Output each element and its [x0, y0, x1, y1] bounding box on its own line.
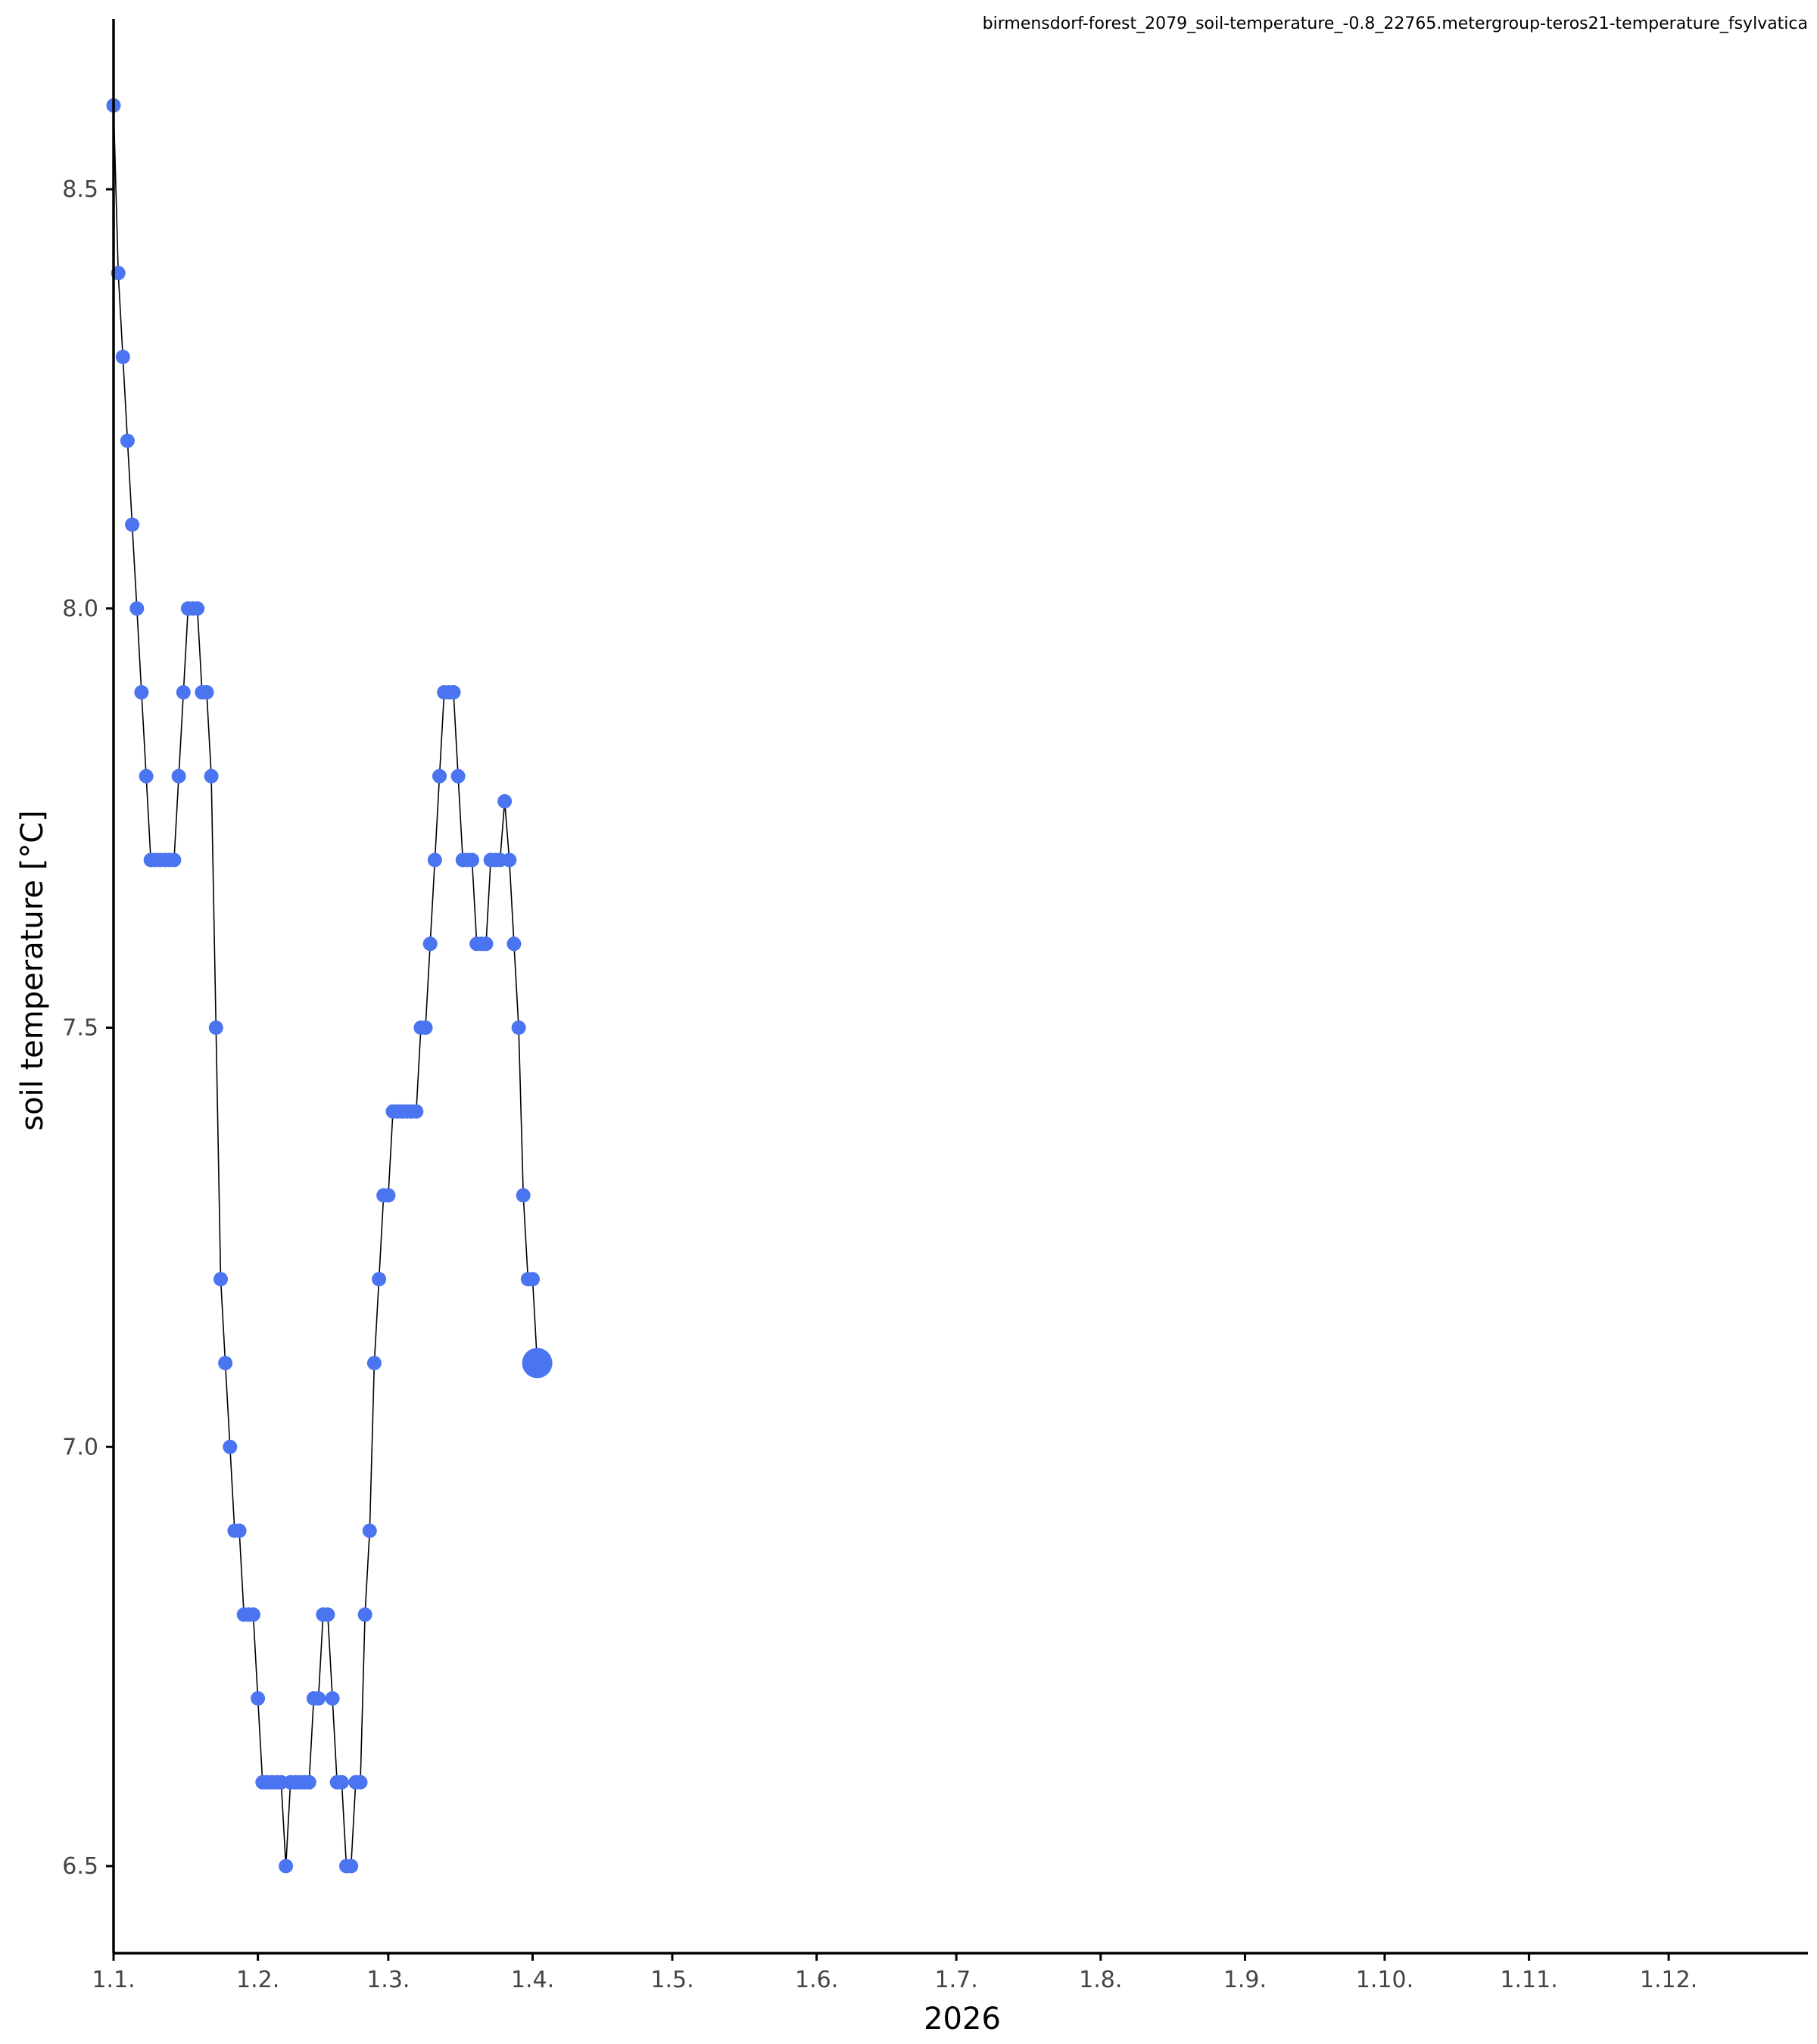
data-point: [246, 1607, 260, 1622]
x-tick-label: 1.5.: [650, 1967, 693, 1993]
data-point: [129, 601, 145, 616]
axes-layer: [112, 19, 1808, 1955]
data-point: [311, 1691, 326, 1706]
data-point: [465, 852, 479, 868]
x-axis-title: 2026: [924, 2002, 1001, 2036]
chart-title: birmensdorf-forest_2079_soil-temperature…: [983, 14, 1808, 33]
x-tick-label: 1.8.: [1079, 1967, 1122, 1993]
series-line: [113, 105, 538, 1867]
data-point: [120, 433, 135, 448]
data-point: [366, 1356, 382, 1370]
data-point: [125, 517, 140, 532]
data-point: [232, 1523, 247, 1538]
x-tick-label: 1.7.: [935, 1967, 978, 1993]
y-axis-title: soil temperature [°C]: [15, 810, 50, 1131]
x-tick-label: 1.10.: [1356, 1967, 1413, 1993]
data-point: [357, 1607, 372, 1622]
data-point: [511, 1020, 526, 1035]
data-point: [516, 1188, 531, 1203]
data-point: [320, 1607, 335, 1622]
data-point: [176, 685, 191, 700]
data-point: [190, 601, 205, 616]
data-point: [497, 794, 513, 809]
x-tick-label: 1.1.: [92, 1967, 135, 1993]
data-point: [432, 768, 447, 784]
data-point: [199, 685, 214, 700]
data-point: [362, 1523, 377, 1538]
x-tick-label: 1.11.: [1500, 1967, 1557, 1993]
data-point: [446, 685, 461, 700]
x-tick-label: 1.4.: [511, 1967, 554, 1993]
data-point: [409, 1104, 424, 1119]
data-point: [134, 685, 149, 700]
data-point: [139, 768, 154, 784]
data-points-layer: [106, 98, 553, 1874]
x-tick-label: 1.6.: [795, 1967, 838, 1993]
data-point: [279, 1859, 294, 1874]
data-point: [450, 768, 466, 784]
data-point: [171, 768, 186, 784]
data-point: [115, 350, 130, 364]
x-tick-label: 1.9.: [1223, 1967, 1267, 1993]
x-tick-label: 1.2.: [236, 1967, 279, 1993]
data-point: [381, 1188, 396, 1203]
data-point: [208, 1020, 223, 1035]
data-point: [213, 1272, 228, 1287]
x-axis-ticks: 1.1. 1.2. 1.3. 1.4. 1.5. 1.6. 1.7. 1.8. 1.9. 1.10…: [92, 1953, 1697, 1993]
data-point: [506, 936, 522, 952]
series-line-layer: [113, 105, 538, 1867]
data-point: [422, 936, 438, 952]
data-point: [167, 852, 182, 868]
data-point: [334, 1774, 349, 1790]
data-point: [344, 1859, 359, 1874]
y-tick-label: 7.0: [62, 1434, 98, 1460]
x-tick-label: 1.12.: [1640, 1967, 1697, 1993]
y-tick-label: 7.5: [62, 1015, 98, 1042]
data-point: [525, 1272, 540, 1287]
data-point: [418, 1020, 433, 1035]
latest-data-point: [522, 1348, 553, 1379]
y-tick-label: 8.0: [62, 596, 98, 622]
data-point: [353, 1774, 368, 1790]
data-point: [204, 768, 219, 784]
data-point: [502, 852, 517, 868]
data-point: [251, 1691, 266, 1706]
y-tick-label: 6.5: [62, 1853, 98, 1880]
data-point: [301, 1774, 316, 1790]
y-axis-ticks: 6.5 7.0 7.5 8.0 8.5: [62, 176, 114, 1880]
x-tick-label: 1.3.: [366, 1967, 410, 1993]
data-point: [478, 936, 494, 952]
data-point: [223, 1439, 238, 1454]
data-point: [325, 1691, 340, 1706]
y-tick-label: 8.5: [62, 176, 98, 203]
data-point: [427, 852, 442, 868]
data-point: [218, 1356, 233, 1370]
data-point: [372, 1272, 387, 1287]
